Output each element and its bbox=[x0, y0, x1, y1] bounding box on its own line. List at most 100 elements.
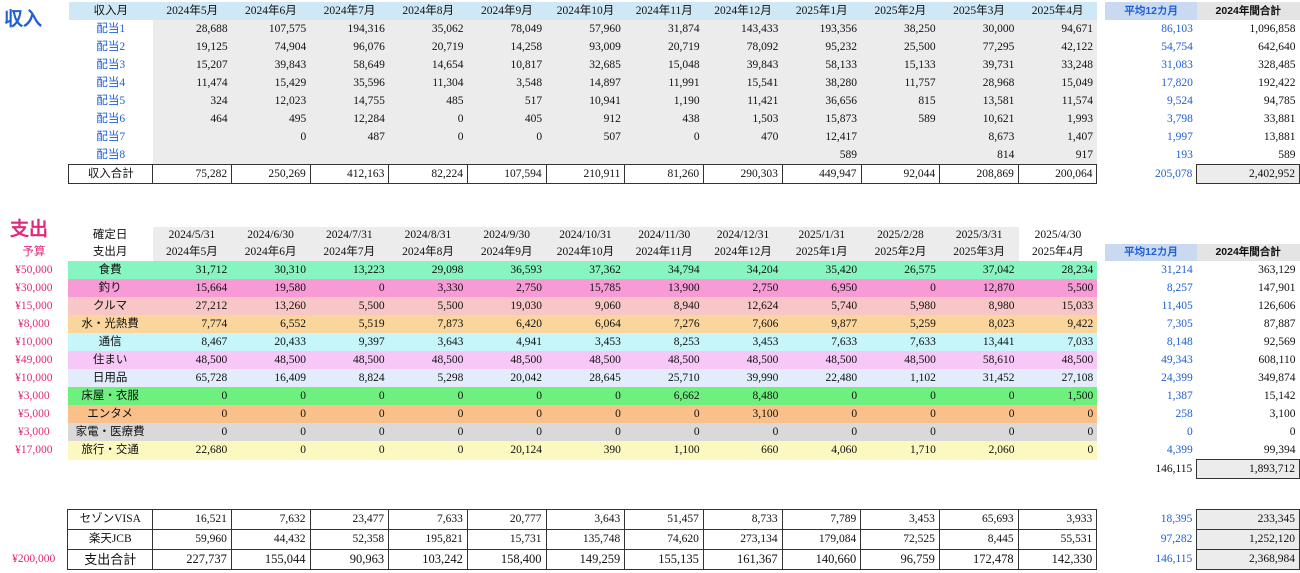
expense-cell: 6,552 bbox=[231, 315, 310, 333]
income-month-header: 2024年10月 bbox=[546, 2, 625, 20]
income-total-cell: 13,881 bbox=[1263, 131, 1296, 143]
expense-cell: 8,980 bbox=[939, 297, 1019, 315]
category-label: クルマ bbox=[67, 297, 153, 315]
income-gap-cell bbox=[1097, 92, 1106, 110]
income-cell bbox=[388, 146, 468, 165]
income-header-label: 収入月 bbox=[68, 2, 153, 20]
expense-avg-cell: 4,399 bbox=[1166, 444, 1193, 457]
expense-cell: 0 bbox=[703, 423, 783, 441]
expense-cell: 8,940 bbox=[624, 297, 704, 315]
income-cell: 15,133 bbox=[861, 56, 940, 74]
expense-cell: 30,310 bbox=[231, 261, 310, 279]
confirm-date: 2024/6/30 bbox=[231, 227, 310, 244]
income-section-title: 収入 bbox=[4, 9, 43, 30]
income-row: 配当8 589 814 917 193 589 bbox=[69, 146, 1300, 165]
expense-cell: 15,785 bbox=[546, 279, 625, 297]
expense-cell: 35,420 bbox=[782, 261, 862, 279]
card-cell: 74,620 bbox=[624, 529, 704, 550]
income-cell: 96,076 bbox=[310, 38, 389, 56]
income-cell: 507 bbox=[546, 128, 625, 146]
expense-blank bbox=[467, 460, 546, 479]
income-row-label: 配当2 bbox=[96, 41, 126, 53]
budget-cell: ¥3,000 bbox=[18, 426, 50, 438]
expense-category-row: ¥49,000 住まい 48,500 48,500 48,500 48,500 48,500… bbox=[0, 351, 1300, 369]
expense-cell: 0 bbox=[624, 423, 704, 441]
income-sum-cell: 208,869 bbox=[939, 164, 1019, 184]
expense-cell: 0 bbox=[782, 405, 862, 423]
income-header-row: 収入月 2024年5月 2024年6月 2024年7月 2024年8月 2024年9月 20… bbox=[68, 2, 1300, 20]
expense-cell: 0 bbox=[231, 441, 310, 460]
expense-avg-cell: 31,214 bbox=[1161, 264, 1193, 276]
card-total-cell: 1,252,120 bbox=[1196, 529, 1300, 550]
income-cell: 10,941 bbox=[546, 92, 625, 110]
budget-cell: ¥49,000 bbox=[15, 354, 53, 366]
expense-cell: 31,452 bbox=[939, 369, 1019, 387]
income-avg-cell: 3,798 bbox=[1167, 113, 1193, 125]
expense-cell: 0 bbox=[782, 387, 862, 405]
category-label: 水・光熱費 bbox=[67, 315, 153, 333]
income-month-header: 2024年12月 bbox=[703, 2, 783, 20]
expense-cell: 19,030 bbox=[467, 297, 547, 315]
expense-sum-row: ¥200,000 支出合計 227,737 155,044 90,963 103,242 1… bbox=[0, 549, 1300, 570]
expense-gap bbox=[1097, 405, 1105, 423]
income-cell bbox=[703, 146, 783, 165]
expense-cell: 9,397 bbox=[309, 333, 389, 351]
income-cell: 38,280 bbox=[782, 74, 862, 92]
income-cell: 14,897 bbox=[546, 74, 625, 92]
expense-blank bbox=[0, 227, 68, 244]
income-cell: 12,284 bbox=[310, 110, 389, 128]
expense-cell: 0 bbox=[309, 387, 389, 405]
expense-total-cell: 0 bbox=[1289, 426, 1296, 438]
income-gap-cell bbox=[1097, 165, 1106, 184]
card-cell: 3,643 bbox=[545, 509, 626, 530]
expense-cell: 0 bbox=[546, 405, 625, 423]
income-cell: 10,621 bbox=[939, 110, 1019, 128]
income-total-cell: 33,881 bbox=[1263, 113, 1296, 125]
card-avg-cell: 97,282 bbox=[1160, 533, 1193, 545]
card-row: セゾンVISA 16,521 7,632 23,477 7,633 20,777 3,643… bbox=[0, 509, 1300, 530]
expense-blank bbox=[782, 460, 861, 479]
income-sum-cell: 82,224 bbox=[388, 164, 469, 184]
confirm-date: 2025/2/28 bbox=[861, 227, 940, 244]
expense-cell: 390 bbox=[546, 441, 625, 460]
income-sum-cell: 200,064 bbox=[1017, 164, 1098, 184]
expense-cell: 12,870 bbox=[939, 279, 1019, 297]
income-cell: 464 bbox=[152, 110, 232, 128]
budget-cell: ¥10,000 bbox=[15, 372, 53, 384]
expense-blank bbox=[310, 460, 389, 479]
income-cell: 438 bbox=[624, 110, 704, 128]
expense-total-cell: 92,569 bbox=[1263, 336, 1296, 348]
expense-gap bbox=[1097, 261, 1105, 279]
card-cell: 8,445 bbox=[938, 529, 1019, 550]
expense-month-header: 2024年8月 bbox=[388, 244, 468, 261]
expense-total-cell: 147,901 bbox=[1258, 282, 1296, 294]
expense-gap bbox=[1097, 387, 1105, 405]
expense-cell: 5,259 bbox=[861, 315, 940, 333]
expense-sum-cell: 155,044 bbox=[230, 549, 311, 570]
expense-total-cell: 126,606 bbox=[1258, 300, 1296, 312]
expense-subtotal-total: 1,893,712 bbox=[1196, 459, 1300, 479]
expense-cell: 9,422 bbox=[1018, 315, 1098, 333]
expense-cell: 1,100 bbox=[624, 441, 704, 460]
income-cell: 1,407 bbox=[1018, 128, 1097, 146]
expense-cell: 48,500 bbox=[388, 351, 468, 369]
expense-sum-total: 2,368,984 bbox=[1196, 549, 1300, 570]
budget-cell: ¥10,000 bbox=[15, 336, 53, 348]
income-cell: 485 bbox=[388, 92, 468, 110]
expense-cell: 8,480 bbox=[703, 387, 783, 405]
income-avg-cell: 86,103 bbox=[1161, 23, 1193, 35]
expense-gap bbox=[1097, 244, 1105, 261]
income-cell: 94,671 bbox=[1018, 20, 1097, 38]
income-sum-cell: 75,282 bbox=[152, 164, 233, 184]
income-cell: 470 bbox=[703, 128, 783, 146]
expense-blank bbox=[625, 460, 704, 479]
expense-gap bbox=[1097, 351, 1105, 369]
budget-header: 予算 bbox=[22, 246, 46, 258]
expense-total-cell: 363,129 bbox=[1258, 264, 1296, 276]
expense-cell: 48,500 bbox=[546, 351, 625, 369]
expense-cell: 2,750 bbox=[703, 279, 783, 297]
expense-cell: 15,664 bbox=[152, 279, 232, 297]
expense-cell: 7,633 bbox=[861, 333, 940, 351]
income-cell: 25,500 bbox=[861, 38, 940, 56]
expense-cell: 4,060 bbox=[782, 441, 862, 460]
